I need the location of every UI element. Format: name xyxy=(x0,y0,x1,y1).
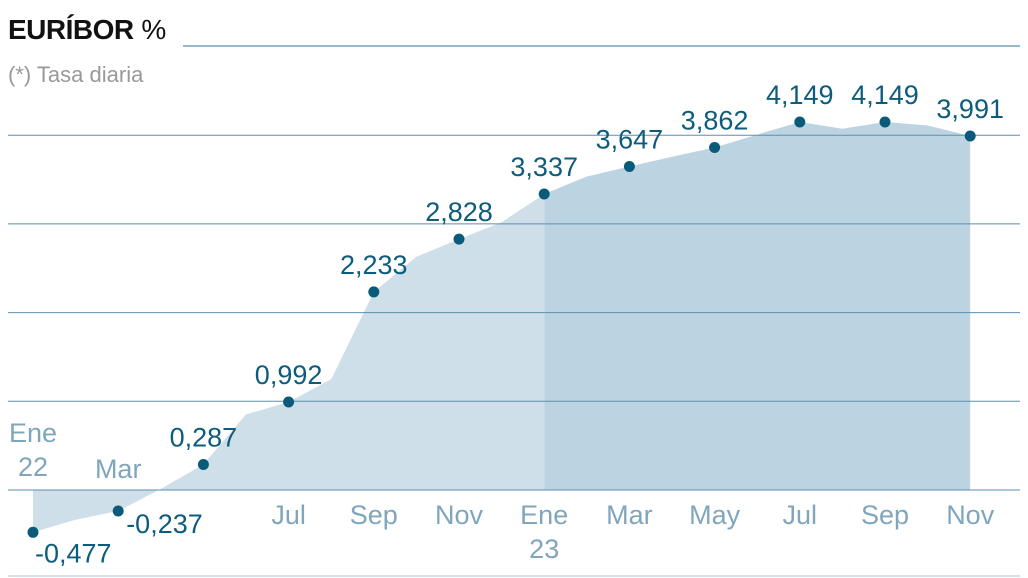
data-point xyxy=(112,505,124,517)
x-tick-label: Ene xyxy=(9,418,57,448)
x-tick-label: Nov xyxy=(435,500,484,530)
x-tick-label: Sep xyxy=(861,500,909,530)
title-text: EURÍBOR xyxy=(8,14,134,45)
data-point xyxy=(197,459,209,471)
data-point xyxy=(368,286,380,298)
data-point xyxy=(794,116,806,128)
chart-subtitle: (*) Tasa diaria xyxy=(8,62,144,87)
area-2023 xyxy=(544,121,971,490)
chart-title: EURÍBOR % xyxy=(8,14,166,46)
title-unit: % xyxy=(141,14,167,45)
data-point xyxy=(964,130,976,142)
x-tick-label: Sep xyxy=(350,500,398,530)
data-label: 3,862 xyxy=(681,105,749,135)
data-label: 4,149 xyxy=(851,80,919,110)
area-2022 xyxy=(33,194,545,533)
data-label: 3,337 xyxy=(510,152,578,182)
data-label: -0,477 xyxy=(35,538,112,568)
x-tick-label: 23 xyxy=(529,534,559,564)
data-label: 3,647 xyxy=(596,125,664,155)
data-label: 2,828 xyxy=(425,197,493,227)
data-label: 0,992 xyxy=(255,360,323,390)
x-tick-label: May xyxy=(689,500,741,530)
data-point xyxy=(879,116,891,128)
data-label: 4,149 xyxy=(766,80,834,110)
data-point xyxy=(623,161,635,173)
x-tick-label: 22 xyxy=(18,452,48,482)
data-point xyxy=(709,141,721,153)
data-label: 2,233 xyxy=(340,250,408,280)
data-label: 3,991 xyxy=(936,94,1004,124)
data-label: 0,287 xyxy=(170,423,238,453)
x-tick-label: Ene xyxy=(520,500,568,530)
data-point xyxy=(538,188,550,200)
x-tick-label: Mar xyxy=(606,500,653,530)
data-point xyxy=(453,233,465,245)
x-tick-label: Nov xyxy=(946,500,995,530)
data-label: -0,237 xyxy=(126,509,203,539)
x-tick-label: Jul xyxy=(271,500,306,530)
x-tick-label: Jul xyxy=(783,500,818,530)
data-point xyxy=(27,526,39,538)
data-point xyxy=(283,396,295,408)
x-tick-label: Mar xyxy=(95,454,142,484)
